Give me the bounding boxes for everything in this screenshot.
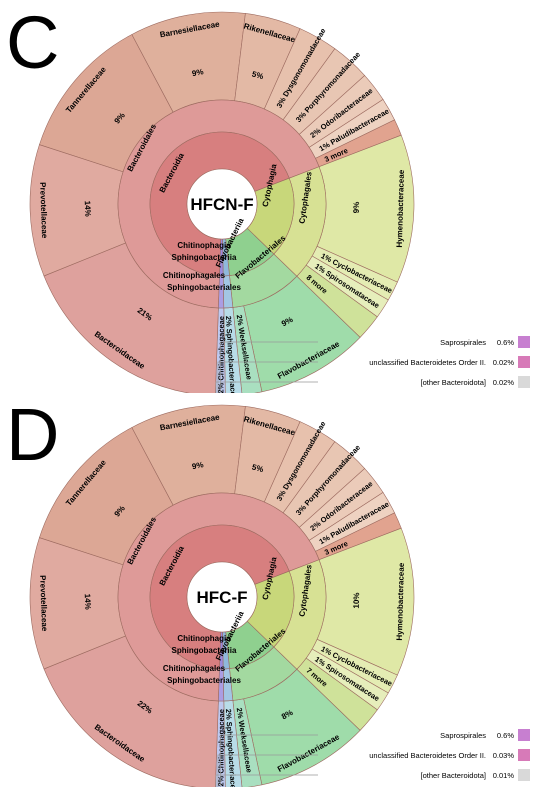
legend-leader-line <box>219 734 318 787</box>
legend-leader-line <box>217 754 318 787</box>
legend-swatch <box>518 729 530 741</box>
legend-leader-line <box>215 381 318 393</box>
legend-label: [other Bacteroidota] <box>421 771 486 780</box>
family-pct-barnesiellaceae: 9% <box>191 67 204 78</box>
center-label: HFC-F <box>197 588 248 607</box>
class-label-chitinophagia: Chitinophagia <box>177 634 231 643</box>
class-label-chitinophagia: Chitinophagia <box>177 241 231 250</box>
order-label-sphingobacteriales: Sphingobacteriales <box>167 676 241 685</box>
family-pct-barnesiellaceae: 9% <box>191 460 204 471</box>
center-circle <box>186 168 258 240</box>
legend-label: Saprospirales <box>440 338 486 347</box>
family-label-prevotellaceae: Prevotellaceae <box>38 575 49 632</box>
legend-swatch <box>518 769 530 781</box>
legend-label: [other Bacteroidota] <box>421 378 486 387</box>
legend-swatch <box>518 749 530 761</box>
panel-letter-c: C <box>6 1 60 84</box>
family-label-prevotellaceae: Prevotellaceae <box>38 182 49 239</box>
family-label-sphingobacteriaceae: 2% Sphingobacteriaceae <box>224 709 238 787</box>
legend-value: 0.6% <box>497 731 514 740</box>
legend-swatch <box>518 356 530 368</box>
family-label-chitinophagaceae: 2% Chitinophagaceae <box>216 316 226 393</box>
legend-value: 0.01% <box>493 771 515 780</box>
legend-leader-line <box>215 774 318 787</box>
family-pct-rikenellaceae: 5% <box>251 462 265 474</box>
legend-value: 0.6% <box>497 338 514 347</box>
family-pct-hymenobacteraceae: 9% <box>352 202 361 214</box>
legend-label: unclassified Bacteroidetes Order II. <box>369 358 486 367</box>
legend-value: 0.02% <box>493 378 515 387</box>
center-label: HFCN-F <box>190 195 253 214</box>
panel-letter-d: D <box>6 393 60 476</box>
family-label-hymenobacteraceae: Hymenobacteraceae <box>395 562 406 641</box>
legend-leader-line <box>219 341 318 393</box>
class-label-sphingobacteriia: Sphingobacteriia <box>172 646 237 655</box>
legend-label: Saprospirales <box>440 731 486 740</box>
legend-value: 0.02% <box>493 358 515 367</box>
center-circle <box>186 561 258 633</box>
family-label-hymenobacteraceae: Hymenobacteraceae <box>395 169 406 248</box>
family-pct-rikenellaceae: 5% <box>251 69 265 81</box>
legend-leader-line <box>217 361 318 393</box>
family-pct-prevotellaceae: 14% <box>83 594 93 610</box>
order-label-chitinophagales: Chitinophagales <box>163 271 226 280</box>
legend-value: 0.03% <box>493 751 515 760</box>
legend-swatch <box>518 336 530 348</box>
family-label-chitinophagaceae: 2% Chitinophagaceae <box>216 709 226 787</box>
order-label-chitinophagales: Chitinophagales <box>163 664 226 673</box>
legend-label: unclassified Bacteroidetes Order II. <box>369 751 486 760</box>
legend-swatch <box>518 376 530 388</box>
family-label-sphingobacteriaceae: 2% Sphingobacteriaceae <box>224 316 238 393</box>
family-pct-hymenobacteraceae: 10% <box>352 592 361 608</box>
family-pct-prevotellaceae: 14% <box>83 201 93 217</box>
class-label-sphingobacteriia: Sphingobacteriia <box>172 253 237 262</box>
order-label-sphingobacteriales: Sphingobacteriales <box>167 283 241 292</box>
